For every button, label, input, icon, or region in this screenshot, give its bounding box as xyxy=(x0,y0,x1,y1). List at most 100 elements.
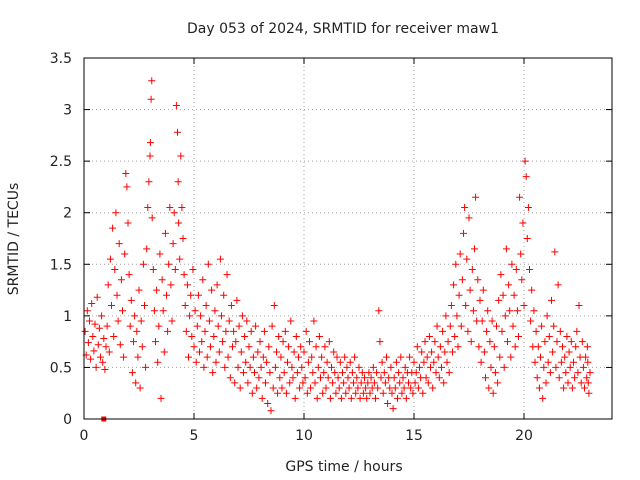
data-point xyxy=(190,343,198,351)
data-point xyxy=(276,374,284,382)
x-tick-label: 20 xyxy=(515,428,533,444)
data-point xyxy=(249,353,257,361)
data-point xyxy=(186,312,194,320)
data-point xyxy=(565,348,573,356)
data-point xyxy=(433,322,441,330)
data-point xyxy=(225,317,233,325)
data-point xyxy=(313,394,321,402)
data-point xyxy=(273,348,280,356)
data-point xyxy=(242,358,250,366)
data-point xyxy=(572,343,580,351)
data-point xyxy=(561,353,569,361)
data-point xyxy=(213,281,221,289)
data-point xyxy=(555,374,563,382)
data-point xyxy=(105,348,113,356)
data-point xyxy=(218,312,225,320)
data-point xyxy=(512,265,520,273)
data-point xyxy=(427,363,434,371)
data-point xyxy=(160,348,168,356)
data-point xyxy=(394,394,401,402)
data-point xyxy=(416,363,423,371)
data-point xyxy=(181,302,189,310)
data-point xyxy=(208,286,216,294)
data-point xyxy=(474,276,482,284)
data-point xyxy=(562,369,570,377)
data-point xyxy=(361,374,368,382)
data-point xyxy=(527,317,535,325)
data-point xyxy=(447,302,455,310)
data-point xyxy=(581,384,588,392)
data-point xyxy=(428,348,436,356)
data-point xyxy=(150,307,158,315)
data-point xyxy=(290,348,298,356)
data-point xyxy=(381,379,389,387)
data-point xyxy=(424,379,432,387)
data-point xyxy=(528,286,536,294)
data-point xyxy=(196,348,203,356)
data-point xyxy=(95,324,103,332)
data-point xyxy=(101,365,109,373)
data-point xyxy=(579,363,587,371)
data-point xyxy=(479,286,487,294)
data-point xyxy=(93,293,101,301)
data-point xyxy=(501,312,509,320)
data-point xyxy=(135,286,143,294)
data-point xyxy=(583,343,591,351)
data-point xyxy=(516,193,524,201)
data-point xyxy=(89,332,97,340)
data-point xyxy=(343,363,351,371)
data-point xyxy=(259,353,267,361)
data-point xyxy=(453,312,461,320)
x-tick-label: 5 xyxy=(190,428,199,444)
data-point xyxy=(214,322,222,330)
data-point xyxy=(344,374,352,382)
data-point xyxy=(141,302,148,310)
data-point xyxy=(159,307,167,315)
data-point xyxy=(508,260,516,268)
data-point xyxy=(375,307,383,315)
data-point xyxy=(517,250,525,258)
data-point xyxy=(449,348,456,356)
data-point xyxy=(520,302,528,310)
data-point xyxy=(262,379,269,387)
data-point xyxy=(169,240,177,248)
data-point xyxy=(279,338,287,346)
data-point xyxy=(574,369,582,377)
data-point xyxy=(460,229,467,237)
data-point xyxy=(318,353,326,361)
data-point xyxy=(174,178,182,186)
data-point xyxy=(578,338,586,346)
data-point xyxy=(548,296,555,304)
data-point xyxy=(436,343,444,351)
data-point xyxy=(556,327,564,335)
data-point xyxy=(172,101,180,109)
data-point xyxy=(355,363,363,371)
plot-frame xyxy=(83,57,613,420)
data-point xyxy=(309,369,317,377)
data-point xyxy=(458,276,466,284)
data-point xyxy=(137,317,145,325)
data-point xyxy=(286,379,294,387)
data-point xyxy=(260,327,268,335)
data-point xyxy=(521,157,529,165)
data-point xyxy=(450,281,458,289)
data-point xyxy=(280,369,288,377)
data-point xyxy=(94,341,102,349)
data-point xyxy=(454,343,462,351)
data-point xyxy=(86,317,93,325)
data-point xyxy=(237,348,245,356)
data-point xyxy=(223,271,231,279)
data-point xyxy=(194,291,202,299)
data-point xyxy=(230,327,238,335)
data-point xyxy=(187,291,195,299)
data-point xyxy=(331,369,339,377)
data-point xyxy=(387,363,395,371)
data-point xyxy=(227,302,235,310)
data-point xyxy=(148,214,156,222)
data-point xyxy=(422,374,430,382)
data-point xyxy=(499,291,507,299)
data-point xyxy=(292,332,300,340)
data-point xyxy=(298,363,306,371)
data-point xyxy=(396,379,404,387)
data-point xyxy=(226,374,234,382)
